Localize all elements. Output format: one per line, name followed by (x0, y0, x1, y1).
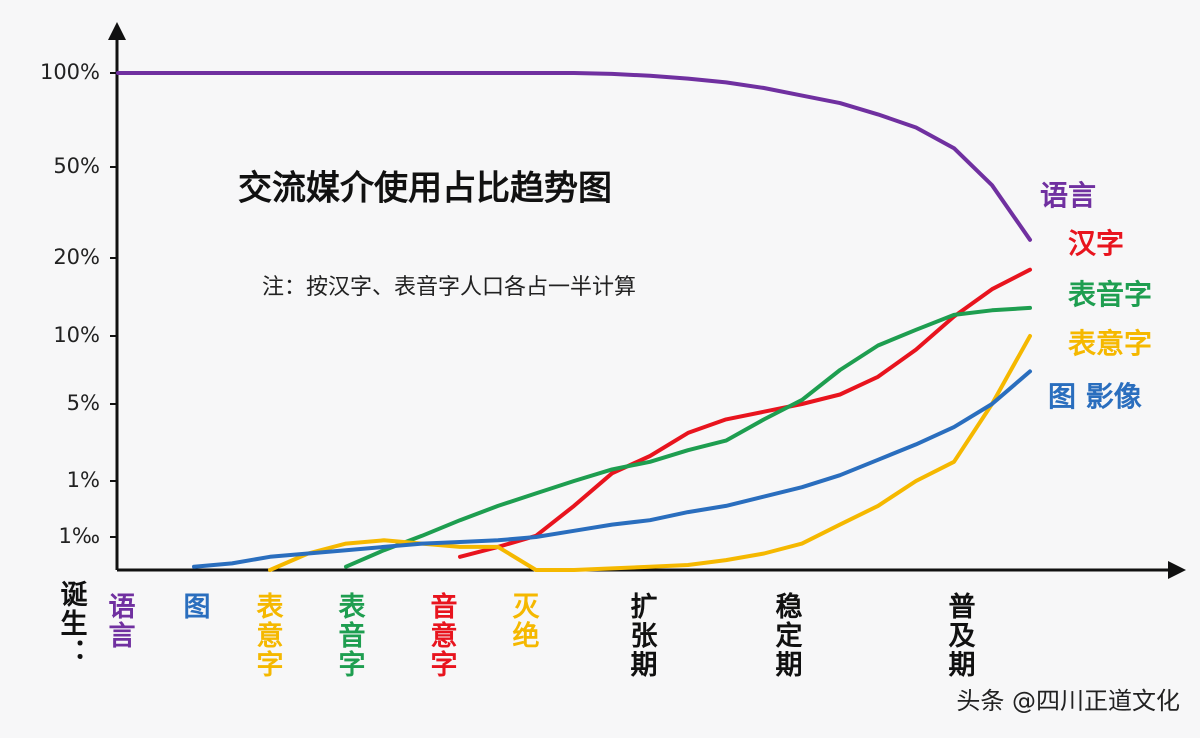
legend-label: 语言 (1040, 179, 1096, 212)
legend-label: 图 影像 (1048, 380, 1143, 413)
x-stage-label: 表意字 (252, 592, 284, 679)
legend-label: 表音字 (1068, 278, 1152, 311)
y-tick-label: 1% (67, 468, 100, 492)
legend-label: 表意字 (1068, 327, 1152, 360)
y-axis-arrow (108, 22, 126, 40)
series-line (192, 369, 1032, 569)
y-tick-label: 20% (53, 245, 100, 269)
x-stage-label: 稳定期 (771, 591, 803, 679)
x-stage-label: 扩张期 (626, 592, 658, 679)
y-tick-label: 1‰ (58, 524, 100, 548)
series-line (344, 305, 1032, 569)
series-line (116, 71, 1032, 242)
x-stage-label: 表音字 (334, 592, 366, 679)
y-tick-label: 50% (53, 154, 100, 178)
series-line (268, 334, 1032, 572)
legend-label: 汉字 (1068, 227, 1124, 260)
x-stage-label: 普及期 (944, 591, 976, 679)
chart-note: 注：按汉字、表音字人口各占一半计算 (262, 275, 636, 300)
x-stage-label: 音意字 (426, 591, 458, 679)
chart-title: 交流媒介使用占比趋势图 (238, 169, 612, 209)
x-stage-label: 灭绝 (508, 592, 540, 650)
x-stage-label: 图 (179, 592, 210, 621)
x-axis-arrow (1168, 561, 1186, 579)
y-tick-label: 100% (40, 60, 100, 84)
x-stage-label: 语言 (104, 592, 136, 650)
x-axis-label: 诞生： (56, 580, 88, 667)
y-tick-label: 5% (67, 391, 100, 415)
watermark: 头条 @四川正道文化 (956, 687, 1180, 715)
series-line (458, 267, 1032, 559)
y-tick-label: 10% (53, 323, 100, 347)
